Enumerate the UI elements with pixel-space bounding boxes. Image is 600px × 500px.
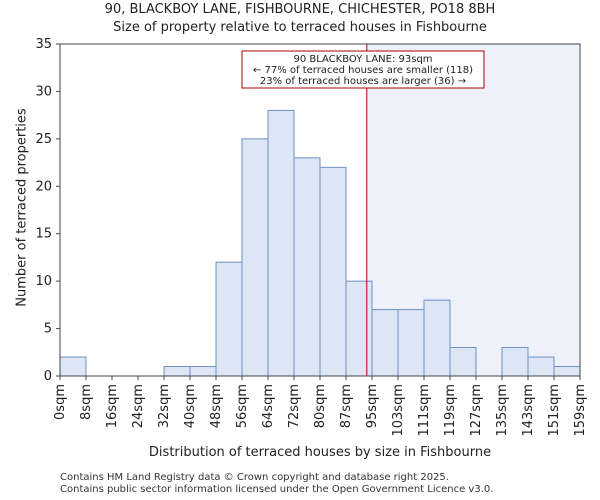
x-tick-label: 159sqm [573,384,588,437]
x-tick-label: 32sqm [157,384,172,428]
y-tick-label: 0 [44,369,52,384]
annotation-box [241,50,485,89]
chart-title: 90, BLACKBOY LANE, FISHBOURNE, CHICHESTE… [104,2,496,17]
x-tick-label: 8sqm [79,384,94,420]
bar [267,109,295,377]
x-tick-label: 40sqm [183,384,198,428]
x-tick-label: 127sqm [469,384,484,437]
bar [215,261,243,377]
footer-line-1: Contains HM Land Registry data © Crown c… [60,472,449,483]
bar [189,366,217,377]
annotation-line: ← 77% of terraced houses are smaller (11… [253,65,473,76]
bar [423,299,451,377]
bar [59,356,87,377]
footer-line-2: Contains public sector information licen… [60,484,494,495]
y-axis-label: Number of terraced properties [14,108,30,307]
x-tick-label: 95sqm [365,384,380,428]
x-axis-label: Distribution of terraced houses by size … [148,445,492,460]
chart-subtitle: Size of property relative to terraced ho… [113,20,487,35]
annotation-line: 90 BLACKBOY LANE: 93sqm [293,54,432,65]
x-tick-label: 87sqm [339,384,354,428]
bar [553,366,581,377]
bar [345,280,373,377]
x-tick-label: 135sqm [495,384,510,437]
bar [527,356,555,377]
bar [293,157,321,377]
bar [501,347,529,377]
y-tick-label: 5 [44,322,52,337]
bar [397,309,425,377]
bar [371,309,399,377]
x-tick-label: 16sqm [105,384,120,428]
bar [449,347,477,377]
bar [163,366,191,377]
y-tick-label: 25 [35,132,52,147]
x-tick-label: 72sqm [287,384,302,428]
bar [241,138,269,377]
x-tick-label: 151sqm [547,384,562,437]
x-tick-label: 80sqm [313,384,328,428]
x-tick-label: 24sqm [131,384,146,428]
y-tick-label: 10 [35,274,52,289]
bar [319,166,347,377]
annotation-line: 23% of terraced houses are larger (36) → [260,76,466,87]
x-tick-label: 48sqm [209,384,224,428]
x-tick-label: 0sqm [53,384,68,420]
y-tick-label: 30 [35,84,52,99]
x-tick-label: 119sqm [443,384,458,437]
x-tick-label: 103sqm [391,384,406,437]
x-tick-label: 111sqm [417,384,432,437]
y-tick-label: 15 [35,227,52,242]
x-tick-label: 56sqm [235,384,250,428]
x-tick-label: 143sqm [521,384,536,437]
y-tick-label: 20 [35,179,52,194]
y-tick-label: 35 [35,37,52,52]
x-tick-label: 64sqm [261,384,276,428]
